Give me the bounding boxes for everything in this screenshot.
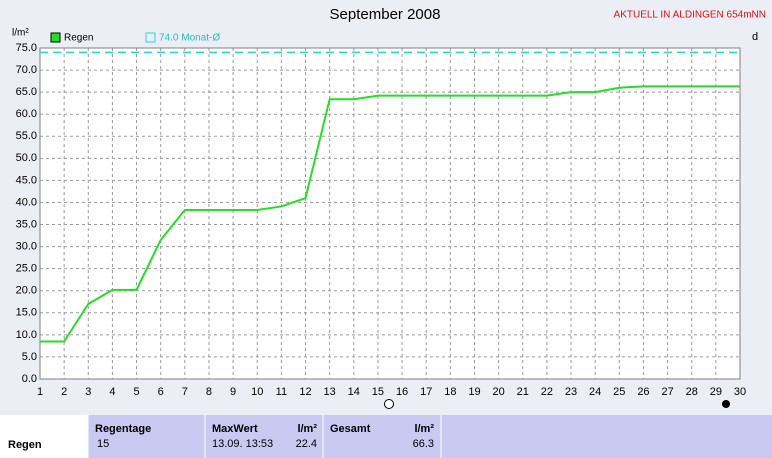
x-tick-label: 4 [109,386,115,398]
y-tick-label: 0.0 [22,373,37,385]
cell: 13.09. 13:53 [212,438,273,450]
x-tick-label: 30 [734,386,746,398]
series-line [40,85,740,343]
x-tick-label: 22 [541,386,553,398]
row-label: Regen [8,439,42,451]
header: l/m² [297,423,317,435]
x-tick-label: 1 [37,386,43,398]
moon-icon [384,399,394,409]
x-tick-label: 28 [686,386,698,398]
legend-label: 74.0 Monat-Ø [159,33,220,44]
x-tick-label: 2 [61,386,67,398]
y-tick-label: 15.0 [16,307,37,319]
x-tick-label: 14 [348,386,360,398]
x-tick-label: 8 [206,386,212,398]
header: Regentage [95,423,151,435]
table-bg [0,415,772,458]
header: MaxWert [212,423,258,435]
x-tick-label: 3 [85,386,91,398]
moon-icon [722,400,730,408]
x-tick-label: 17 [420,386,432,398]
x-tick-label: 11 [276,386,287,398]
y-tick-label: 35.0 [16,218,37,230]
cell: 66.3 [413,438,434,450]
y-tick-label: 10.0 [16,329,37,341]
subtitle: AKTUELL IN ALDINGEN 654mNN [614,10,766,21]
header: Gesamt [330,423,371,435]
cell: 15 [97,438,109,450]
y-tick-label: 40.0 [16,196,37,208]
y-tick-label: 60.0 [16,108,37,120]
x-tick-label: 6 [158,386,164,398]
y-tick-label: 75.0 [16,42,37,54]
y-axis-label: l/m² [12,28,29,39]
x-tick-label: 18 [444,386,456,398]
chart-title: September 2008 [330,6,441,23]
y-tick-label: 55.0 [16,130,37,142]
y-tick-label: 25.0 [16,263,37,275]
table-cell [0,415,88,458]
y-tick-label: 50.0 [16,152,37,164]
x-tick-label: 19 [468,386,480,398]
y-tick-label: 65.0 [16,86,37,98]
x-tick-label: 27 [661,386,673,398]
x-tick-label: 20 [492,386,504,398]
x-tick-label: 21 [517,386,529,398]
legend-swatch [50,32,61,43]
plot-border [39,47,741,380]
x-tick-label: 15 [372,386,384,398]
x-tick-label: 23 [565,386,577,398]
x-tick-label: 10 [251,386,263,398]
header: l/m² [414,423,434,435]
y-tick-label: 20.0 [16,285,37,297]
y-tick-label: 5.0 [22,351,37,363]
x-tick-label: 13 [324,386,336,398]
x-tick-label: 5 [133,386,139,398]
y-tick-label: 70.0 [16,64,37,76]
x-tick-label: 26 [637,386,649,398]
cell: 22.4 [296,438,317,450]
x-tick-label: 7 [182,386,188,398]
x-tick-label: 25 [613,386,625,398]
x-tick-label: 29 [710,386,722,398]
x-tick-label: 9 [230,386,236,398]
y-tick-label: 30.0 [16,241,37,253]
y-tick-label: 45.0 [16,174,37,186]
x-tick-label: 12 [299,386,311,398]
legend-swatch [145,32,156,43]
legend-label: Regen [64,33,93,44]
summary-table: Regen Regentage 15 MaxWert l/m² 13.09. 1… [0,415,772,458]
right-label: d [752,31,758,43]
plot-area [40,48,740,379]
x-tick-label: 16 [396,386,408,398]
x-tick-label: 24 [589,386,601,398]
